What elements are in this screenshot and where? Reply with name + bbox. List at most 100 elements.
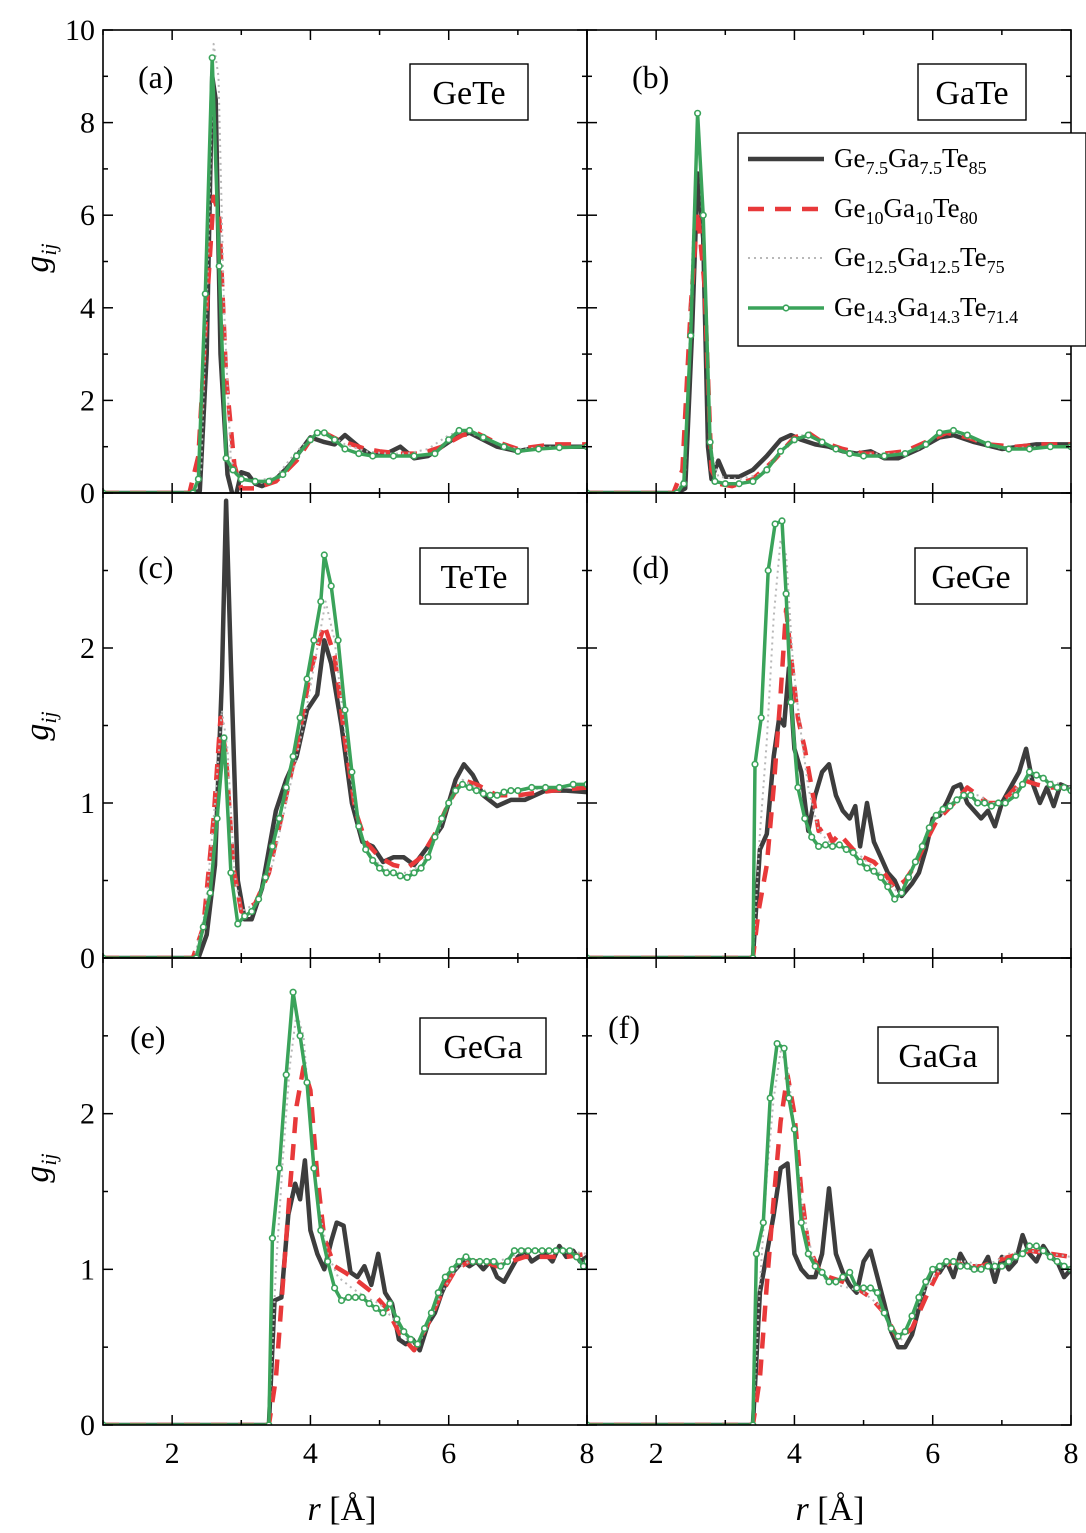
panel-name: GeGa [443, 1029, 522, 1066]
y-tick-label: 8 [80, 107, 95, 140]
legend: Ge7.5Ga7.5Te85 Ge10Ga10Te80 Ge12.5Ga12.5Te… [737, 132, 1086, 347]
series-point [275, 814, 283, 823]
y-axis-title-row1: gij [19, 243, 61, 272]
series-point [946, 802, 954, 810]
series-point [749, 477, 757, 486]
series-point [873, 1289, 882, 1297]
x-axis-title-left: r [Å] [308, 1491, 377, 1528]
series-line-3 [103, 600, 587, 958]
series-point [282, 783, 290, 792]
series-point [313, 429, 321, 437]
series-point [960, 791, 968, 799]
series-point [320, 429, 328, 437]
series-point [452, 786, 460, 795]
series-point [974, 799, 982, 807]
series-point [410, 869, 418, 877]
series-point [455, 426, 463, 435]
series-point [517, 1247, 525, 1255]
series-point [887, 1324, 895, 1333]
series-point [265, 477, 273, 486]
panel-letter: (b) [632, 59, 669, 95]
series-point [1039, 774, 1047, 782]
series-point [355, 450, 363, 458]
series-point [424, 853, 432, 861]
y-tick-label: 1 [80, 787, 95, 820]
series-point [773, 1039, 781, 1048]
series-point [344, 1293, 353, 1301]
series-point [863, 864, 871, 872]
series-point [365, 1299, 373, 1308]
panel-name: GaGa [898, 1038, 977, 1075]
series-point [1005, 1257, 1013, 1266]
series-point [1053, 783, 1061, 792]
series-point [462, 1253, 470, 1261]
series-point [514, 447, 522, 455]
series-point [213, 814, 221, 823]
series-point [751, 760, 759, 768]
y-tick-label: 1 [80, 1253, 95, 1286]
series-point [1060, 1262, 1068, 1270]
series-point [572, 1253, 581, 1261]
series-point [785, 1094, 793, 1102]
series-point [327, 582, 335, 590]
panel-gete: 0 2 4 6 8 10 (a) GeTe [65, 14, 588, 510]
series-point [268, 1234, 277, 1242]
series-point [320, 551, 328, 559]
series-point [771, 520, 779, 528]
panel-name: GeTe [432, 75, 505, 112]
series-point [1039, 1247, 1047, 1255]
series-point [334, 636, 342, 644]
series-point [942, 1257, 951, 1266]
series-point [929, 1265, 937, 1273]
series-point [963, 431, 971, 439]
panel-name-box [917, 63, 1027, 121]
series-point [479, 790, 487, 798]
series-point [915, 1293, 923, 1301]
y-tick-label: 2 [80, 632, 95, 665]
series-point [431, 833, 439, 841]
series-group [587, 517, 1071, 958]
series-point [369, 856, 377, 865]
series-point [1053, 1257, 1061, 1266]
series-point [400, 1327, 408, 1336]
series-point [825, 1278, 833, 1286]
series-point [393, 1315, 401, 1323]
series-point [389, 452, 398, 460]
panel-letter: (f) [608, 1009, 640, 1045]
series-point [268, 842, 277, 851]
series-point [911, 858, 920, 866]
series-point [348, 768, 356, 776]
panel-name-box [409, 63, 529, 121]
series-point [552, 1247, 560, 1255]
series-point [842, 845, 850, 854]
series-point [808, 833, 816, 841]
series-point [528, 783, 536, 792]
series-point [317, 597, 325, 606]
series-line-3 [587, 538, 1071, 958]
series-point [904, 873, 913, 882]
series-point [500, 788, 508, 796]
series-point [417, 864, 425, 872]
panel-gate: (b) GaTe [586, 29, 1072, 494]
x-tick-label: 6 [925, 1437, 940, 1470]
series-point [918, 842, 926, 851]
series-point [866, 1284, 875, 1292]
series-point [821, 841, 830, 849]
series-point [984, 1262, 992, 1270]
series-point [839, 1273, 847, 1281]
series-point [932, 811, 940, 820]
series-point [693, 109, 702, 117]
series-point [541, 783, 550, 792]
series-point [355, 822, 363, 830]
legend-label-3: Ge12.5Ga12.5Te75 [834, 242, 1005, 277]
y-tick-label: 2 [80, 1098, 95, 1131]
series-point [935, 429, 944, 437]
series-point [787, 698, 795, 706]
series-point [431, 450, 439, 458]
series-point [832, 1278, 840, 1286]
series-point [790, 436, 799, 444]
panel-name: GaTe [935, 75, 1008, 112]
series-point [835, 841, 844, 849]
panel-name: GeGe [931, 559, 1010, 596]
series-point [201, 290, 209, 298]
